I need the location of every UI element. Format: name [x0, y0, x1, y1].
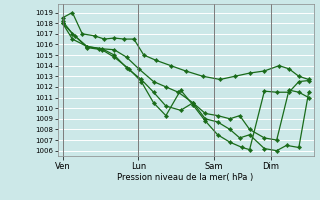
- X-axis label: Pression niveau de la mer( hPa ): Pression niveau de la mer( hPa ): [117, 173, 254, 182]
